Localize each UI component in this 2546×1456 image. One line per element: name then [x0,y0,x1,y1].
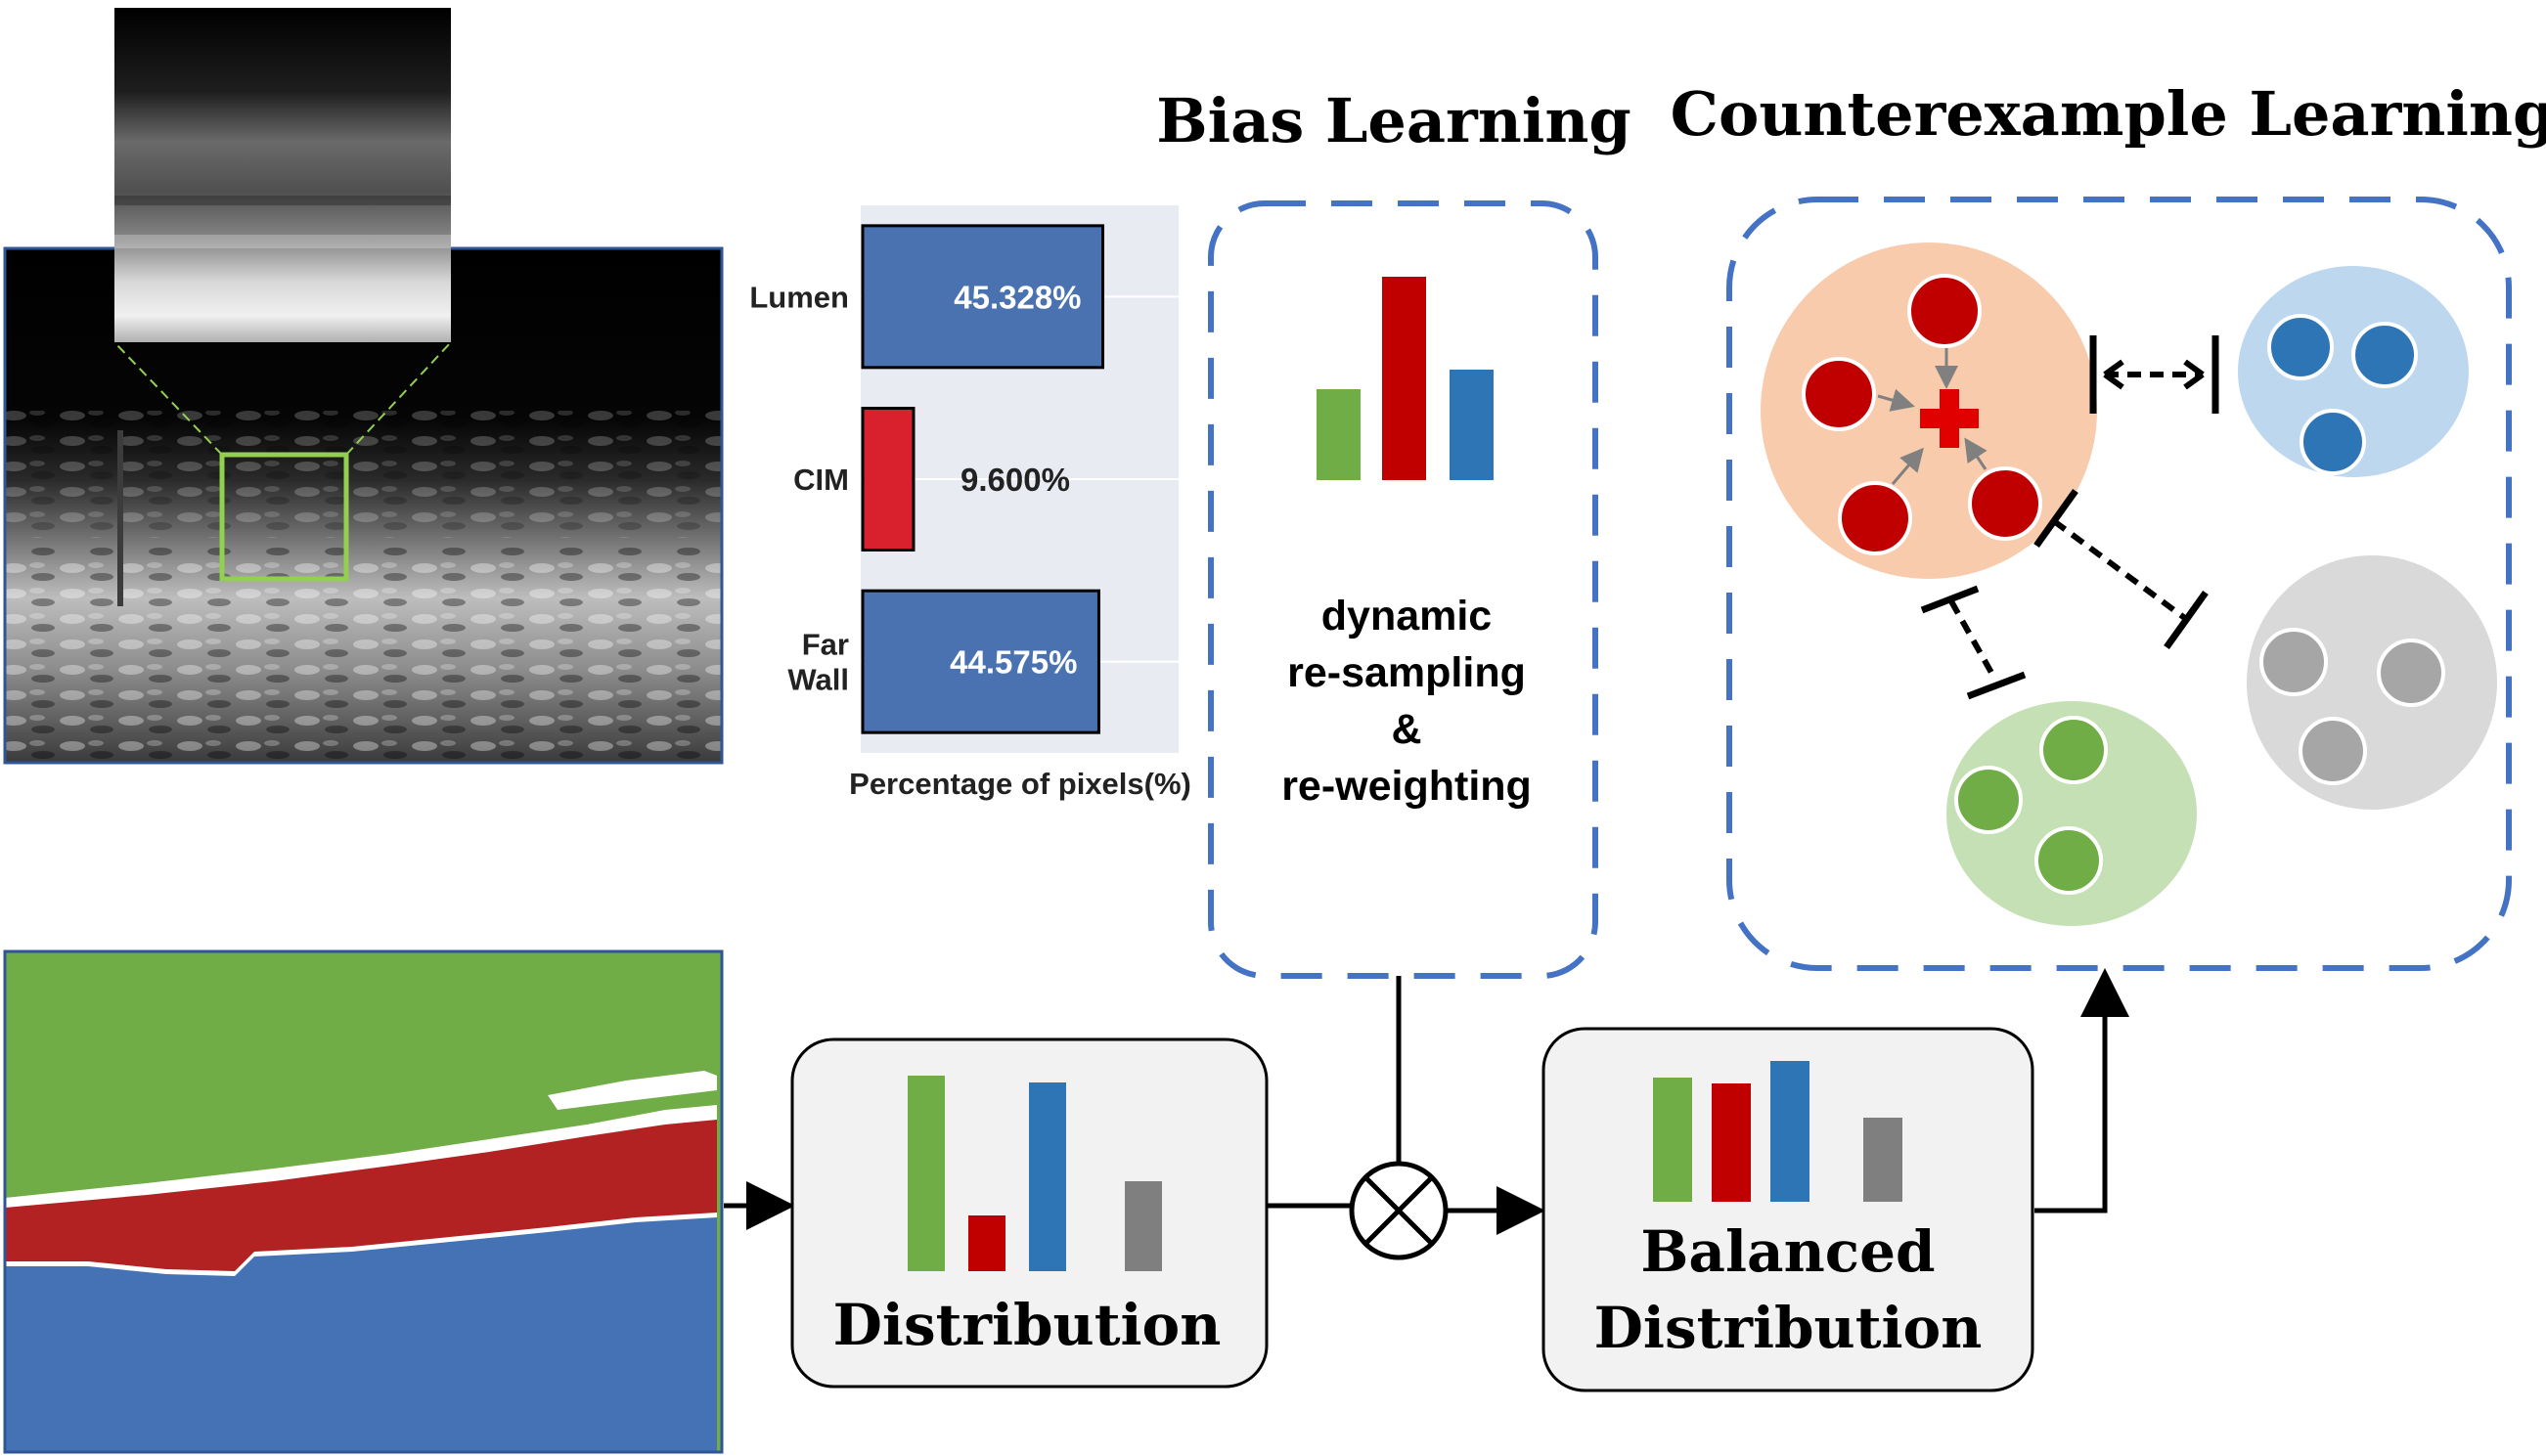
bias-bar-green [1317,389,1361,480]
multiply-operator-icon [1349,1161,1449,1260]
bias-learning-heading: Bias Learning [1156,85,1631,156]
dist-bar-red [968,1215,1005,1271]
chart-value-label: 44.575% [950,644,1077,681]
zoomed-inset [114,8,451,342]
bias-bar-red [1382,277,1426,480]
balanced-bar-red [1712,1083,1751,1202]
cluster-blue [2238,266,2469,477]
bias-text-line1: dynamic [1321,593,1492,640]
chart-category-label: CIM [793,463,849,497]
bias-learning-box: dynamic re-sampling & re-weighting [1208,200,1598,979]
dist-bar-blue [1029,1082,1066,1271]
chart-x-axis-label: Percentage of pixels(%) [849,767,1191,801]
bias-text-line2: re-sampling [1287,649,1526,696]
dist-bar-gray [1125,1181,1162,1271]
balanced-label-line2: Distribution [1594,1295,1983,1361]
repulsion-arrow-blue [2089,335,2219,414]
distribution-box: Distribution [790,1037,1269,1389]
counterexample-learning-box [1726,197,2512,971]
chart-category-label: Far Wall [787,628,849,697]
repulsion-arrow-green [1920,585,2027,700]
chart-category-labels: Lumen CIM Far Wall [749,280,849,696]
anchor-cluster-red [1761,243,2097,579]
balanced-distribution-box: Balanced Distribution [1541,1027,2034,1392]
arrow-balanced-to-counterexample [2034,968,2129,1213]
chart-category-label: Lumen [749,280,849,314]
zoom-roi-box [113,341,452,582]
chart-bar [861,407,916,552]
bias-bar-blue [1450,370,1494,480]
bias-text-line4: re-weighting [1281,763,1532,810]
balanced-bar-gray [1863,1118,1902,1202]
chart-value-label: 9.600% [960,462,1070,498]
centroid-cross-icon [1920,389,1979,448]
balanced-bar-green [1653,1078,1692,1202]
chart-bars [861,224,1105,734]
chart-bar [861,224,1105,370]
chart-value-labels: 45.328% 9.600% 44.575% [950,279,1081,680]
pixel-percentage-chart: Lumen CIM Far Wall 45.328% 9.600% 44.575% Per… [749,205,1191,801]
distribution-label: Distribution [833,1292,1222,1358]
counterexample-learning-heading: Counterexample Learning [1671,78,2546,150]
cluster-green [1946,701,2197,926]
segmentation-mask [3,949,724,1454]
balanced-label-line1: Balanced [1640,1218,1935,1285]
dist-bar-green [908,1076,945,1271]
cluster-gray [2247,555,2497,810]
balanced-bar-blue [1770,1061,1809,1202]
bias-text-line3: & [1391,706,1421,753]
chart-value-label: 45.328% [954,279,1081,315]
repulsion-arrow-gray [2033,488,2209,650]
chart-bar [861,589,1100,734]
